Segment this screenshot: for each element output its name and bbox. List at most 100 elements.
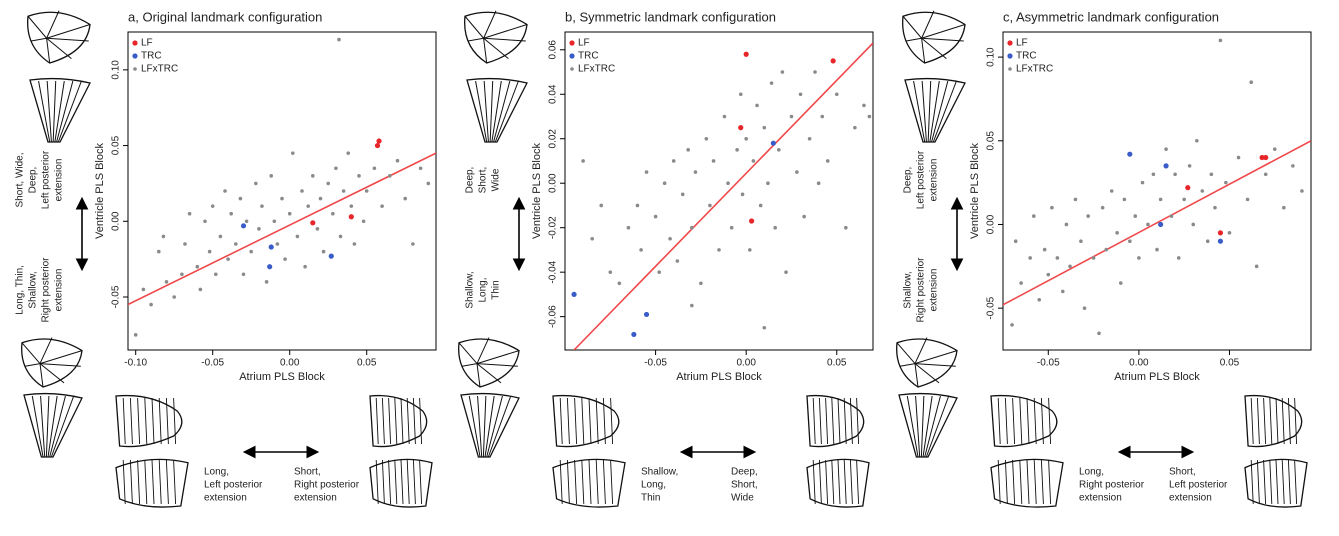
sketch-line	[595, 397, 599, 445]
sketch-line	[476, 337, 490, 364]
sketch-line	[595, 459, 599, 505]
data-point	[631, 331, 637, 338]
data-point	[834, 92, 839, 97]
striped-sketch	[552, 458, 626, 508]
data-point	[341, 189, 346, 193]
x-tick-label: -0.10	[124, 358, 147, 369]
sketch-outline	[115, 458, 189, 508]
heart-sketch	[902, 10, 966, 64]
data-point	[1137, 256, 1141, 260]
sketch-line	[837, 397, 841, 445]
sketch-line	[921, 37, 964, 42]
y-annotation: Shallow,	[28, 271, 39, 308]
x-annotation: Right posterior	[1079, 480, 1145, 491]
data-point	[1100, 205, 1105, 210]
sketch-line	[122, 397, 126, 445]
x-tick-label: -0.05	[201, 358, 224, 369]
data-point	[744, 136, 748, 141]
data-point	[240, 223, 247, 229]
data-point	[275, 242, 280, 246]
data-point	[1205, 239, 1210, 244]
data-point	[780, 70, 785, 74]
data-point	[776, 148, 781, 152]
data-point	[748, 248, 752, 252]
sketch-line	[1250, 397, 1254, 445]
sketch-line	[158, 459, 162, 505]
sketch-line	[375, 397, 379, 445]
data-point	[364, 189, 369, 193]
y-annotation: Deep,	[465, 167, 476, 194]
data-point	[133, 333, 138, 337]
y-annotation: extension	[929, 159, 940, 202]
legend-swatch	[569, 40, 575, 46]
data-point	[708, 203, 712, 208]
data-point	[338, 234, 343, 239]
y-annotation: Deep,	[28, 167, 39, 194]
data-point	[1068, 264, 1072, 269]
sketch-line	[21, 342, 41, 364]
y-tick-label: -0.04	[548, 260, 559, 283]
sketch-line	[39, 363, 81, 367]
y-annotation: Left posterior	[41, 150, 52, 209]
data-point	[680, 192, 685, 197]
data-point	[599, 203, 604, 208]
sketch-line	[375, 459, 379, 505]
sketch-line	[39, 350, 83, 365]
data-point	[1109, 189, 1114, 193]
data-point	[1050, 205, 1054, 210]
sketch-outline	[27, 11, 91, 64]
data-point	[1042, 247, 1047, 252]
data-point	[334, 166, 338, 171]
data-point	[853, 125, 857, 130]
legend-label: LF	[578, 38, 590, 49]
y-tick-label: -0.05	[986, 296, 997, 319]
striped-sketch	[1244, 394, 1303, 448]
sketch-line	[458, 342, 478, 364]
x-annotation: Left posterior	[1169, 480, 1228, 491]
sketch-line	[818, 459, 822, 505]
cone-sketch	[460, 392, 520, 458]
data-point	[348, 214, 354, 220]
sketch-outline	[902, 11, 966, 64]
plot-frame	[127, 31, 437, 351]
sketch-line	[932, 80, 957, 143]
sketch-line	[464, 15, 484, 39]
data-point	[1187, 164, 1192, 168]
striped-sketch	[806, 458, 870, 508]
x-annotation: Short,	[1169, 467, 1196, 478]
data-point	[141, 287, 146, 292]
data-point	[758, 203, 763, 208]
x-annotation: extension	[294, 493, 337, 504]
sketch-line	[1287, 397, 1291, 445]
sketch-line	[400, 397, 404, 445]
sketch-line	[915, 395, 921, 458]
sketch-line	[484, 395, 495, 458]
sketch-line	[1012, 459, 1016, 505]
sketch-line	[173, 397, 177, 445]
plot-frame	[564, 31, 874, 351]
data-point	[388, 174, 392, 178]
data-point	[743, 51, 749, 57]
data-point	[1028, 256, 1032, 260]
sketch-line	[1048, 397, 1052, 445]
data-point	[1217, 230, 1224, 236]
data-point	[862, 103, 866, 108]
y-annotation: Right posterior	[916, 257, 927, 323]
sketch-outline	[464, 11, 528, 64]
data-point	[1263, 154, 1269, 161]
sketch-line	[1275, 397, 1279, 445]
legend-label: LF	[1016, 38, 1028, 49]
sketch-line	[144, 397, 148, 445]
data-point	[1176, 256, 1181, 260]
data-point	[290, 151, 295, 155]
sketch-line	[837, 459, 841, 505]
data-point	[352, 242, 357, 246]
data-point	[735, 148, 739, 152]
data-point	[269, 174, 274, 178]
striped-sketch	[990, 458, 1064, 508]
sketch-line	[52, 80, 57, 143]
sketch-line	[46, 80, 52, 143]
sketch-line	[483, 24, 528, 39]
data-point	[418, 166, 423, 171]
